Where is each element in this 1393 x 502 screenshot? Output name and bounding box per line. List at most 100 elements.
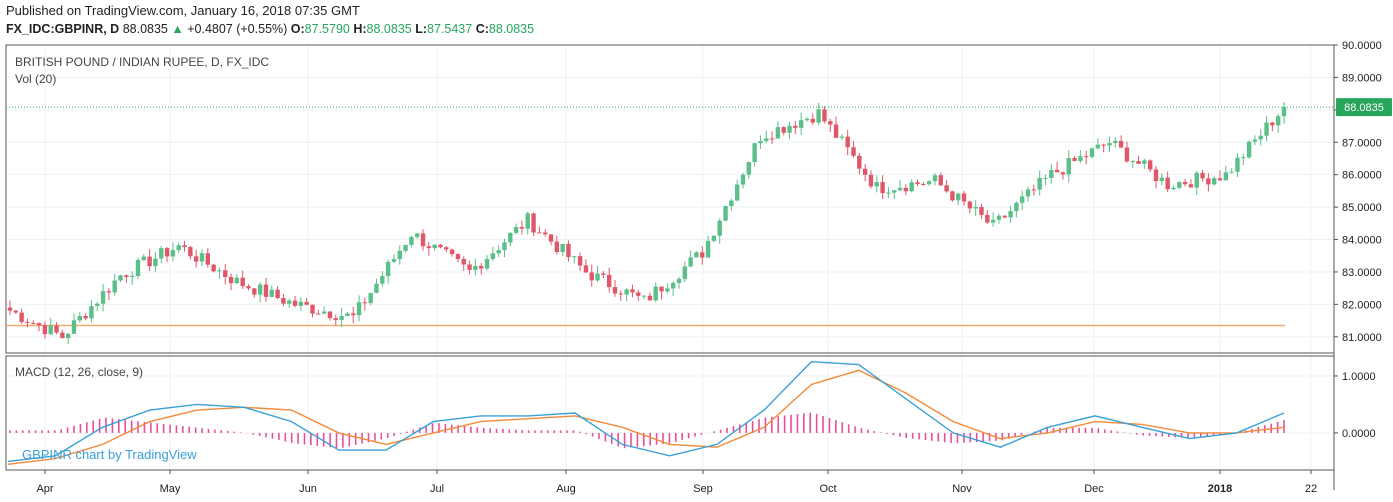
- candle-body: [1171, 187, 1176, 190]
- candle-body: [746, 162, 752, 175]
- candle-body: [758, 141, 763, 144]
- candle-body: [1281, 107, 1287, 117]
- candle-body: [1165, 177, 1170, 190]
- candle-body: [1060, 172, 1066, 175]
- candle-body: [566, 244, 571, 258]
- candle-body: [129, 275, 135, 277]
- candle-body: [630, 289, 635, 293]
- candle-body: [1089, 148, 1095, 157]
- candle-body: [1066, 158, 1071, 175]
- candle-body: [973, 207, 978, 209]
- candle-body: [880, 182, 885, 194]
- candle-body: [1136, 161, 1141, 164]
- candle-body: [1246, 141, 1252, 158]
- candle-body: [932, 175, 938, 182]
- candle-body: [100, 291, 106, 304]
- candle-body: [54, 325, 59, 333]
- macd-signal-line: [7, 369, 1285, 465]
- price-ytick-label-3: 84.0000: [1342, 235, 1382, 247]
- candle-body: [903, 187, 909, 192]
- candle-body: [1229, 171, 1234, 173]
- candle-body: [252, 288, 257, 295]
- candle-body: [659, 286, 664, 292]
- candle-body: [170, 250, 176, 257]
- candle-body: [223, 270, 228, 278]
- candle-body: [1031, 189, 1037, 191]
- candle-body: [1275, 116, 1281, 126]
- candle-body: [263, 284, 269, 297]
- candle-body: [537, 232, 542, 234]
- candle-body: [211, 264, 216, 272]
- candle-body: [60, 332, 65, 339]
- xtick-label-5: Sep: [693, 483, 713, 495]
- macd-panel-title: MACD (12, 26, close, 9): [15, 365, 143, 379]
- candle-body: [438, 244, 443, 248]
- candle-body: [1049, 169, 1054, 178]
- candle-body: [1200, 172, 1205, 179]
- candle-body: [752, 143, 757, 163]
- candle-body: [606, 274, 612, 288]
- candle-body: [77, 316, 83, 321]
- candle-body: [956, 193, 961, 201]
- candle-body: [612, 287, 618, 294]
- high-label: H:: [353, 22, 367, 36]
- price-ytick-label-0: 81.0000: [1342, 332, 1382, 344]
- price-ytick-label-6: 87.0000: [1342, 137, 1382, 149]
- candle-body: [19, 312, 24, 322]
- candle-body: [292, 300, 298, 306]
- candle-body: [362, 302, 368, 304]
- candle-body: [775, 127, 781, 139]
- candle-body: [327, 311, 333, 319]
- candle-body: [961, 193, 967, 202]
- xtick-label-10: 22: [1305, 483, 1317, 495]
- candle-body: [275, 289, 280, 298]
- candle-body: [409, 236, 414, 245]
- candle-body: [502, 242, 507, 251]
- candle-body: [339, 316, 344, 321]
- candle-body: [356, 302, 362, 316]
- candle-body: [193, 256, 199, 262]
- macd-panel-border: [5, 355, 1335, 471]
- candle-body: [403, 244, 408, 251]
- candle-body: [1188, 184, 1194, 188]
- candle-body: [874, 182, 879, 187]
- candle-body: [665, 288, 670, 292]
- candle-body: [112, 280, 117, 293]
- candle-body: [1002, 215, 1007, 218]
- candle-body: [531, 213, 536, 233]
- candle-body: [36, 323, 42, 326]
- candle-body: [938, 175, 943, 186]
- candle-body: [670, 282, 676, 289]
- candle-body: [862, 168, 868, 175]
- price-panel-border: [5, 44, 1335, 354]
- candle-body: [1153, 169, 1159, 182]
- candle-body: [147, 256, 152, 267]
- candle-body: [851, 147, 856, 156]
- candle-body: [886, 192, 891, 194]
- candle-body: [246, 286, 251, 289]
- macd-histogram: [9, 412, 1285, 449]
- candle-body: [141, 256, 146, 261]
- candle-body: [1095, 144, 1101, 149]
- last-price-badge: [1336, 98, 1392, 117]
- price-ytick-label-8: 89.0000: [1342, 72, 1382, 84]
- candle-body: [176, 245, 181, 251]
- volume-indicator-label: Vol (20): [15, 72, 56, 86]
- candle-body: [1142, 160, 1147, 164]
- candle-body: [397, 250, 402, 260]
- candle-body: [804, 118, 810, 121]
- candle-body: [857, 155, 862, 169]
- candle-body: [1217, 178, 1223, 181]
- candle-body: [682, 266, 688, 279]
- candle-body: [95, 303, 100, 307]
- candle-body: [676, 278, 682, 283]
- candle-body: [374, 283, 379, 293]
- candle-body: [1270, 122, 1275, 126]
- price-ytick-label-2: 83.0000: [1342, 267, 1382, 279]
- candle-body: [1177, 182, 1182, 188]
- last-price-badge-label: 88.0835: [1344, 102, 1384, 114]
- candle-body: [287, 300, 292, 304]
- candle-body: [694, 252, 699, 258]
- candle-body: [868, 174, 874, 187]
